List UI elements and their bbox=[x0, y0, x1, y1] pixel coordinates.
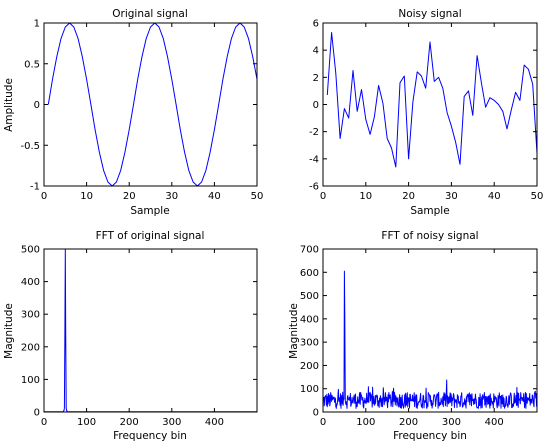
y-tick-label: -1 bbox=[30, 182, 40, 193]
x-tick-label: 200 bbox=[399, 417, 418, 428]
y-tick-label: 100 bbox=[21, 375, 40, 386]
y-tick-label: -2 bbox=[309, 127, 319, 138]
x-tick-label: 400 bbox=[205, 417, 224, 428]
y-tick-label: 500 bbox=[21, 245, 40, 256]
x-tick-label: 300 bbox=[162, 417, 181, 428]
axes-frame bbox=[43, 248, 258, 413]
y-tick-label: 6 bbox=[313, 19, 319, 30]
y-tick-label: 200 bbox=[300, 361, 319, 372]
x-tick-label: 300 bbox=[442, 417, 461, 428]
y-axis-label: Amplitude bbox=[3, 78, 15, 132]
y-tick-label: -6 bbox=[309, 182, 319, 193]
y-tick-label: 200 bbox=[21, 342, 40, 353]
y-tick-label: 0 bbox=[34, 100, 40, 111]
x-tick-label: 100 bbox=[77, 417, 96, 428]
panel-title: Original signal bbox=[112, 8, 187, 20]
y-tick-label: 0.5 bbox=[24, 59, 40, 70]
axes-frame bbox=[43, 22, 258, 187]
y-tick-label: 500 bbox=[300, 291, 319, 302]
y-axis-label: Magnitude bbox=[3, 303, 15, 359]
x-tick-label: 40 bbox=[488, 191, 501, 202]
series-line bbox=[47, 22, 258, 187]
x-axis-label: Sample bbox=[130, 205, 169, 217]
axes-frame bbox=[322, 22, 538, 187]
panel-title: Noisy signal bbox=[398, 8, 461, 20]
x-tick-label: 50 bbox=[251, 191, 264, 202]
y-tick-label: 300 bbox=[21, 310, 40, 321]
x-tick-label: 40 bbox=[208, 191, 221, 202]
x-tick-label: 0 bbox=[320, 417, 326, 428]
x-tick-label: 0 bbox=[41, 417, 47, 428]
y-tick-label: 300 bbox=[300, 338, 319, 349]
panel-title: FFT of original signal bbox=[96, 230, 205, 242]
series-line bbox=[322, 270, 538, 409]
x-tick-label: 20 bbox=[402, 191, 415, 202]
x-tick-label: 10 bbox=[80, 191, 93, 202]
x-axis-label: Sample bbox=[410, 205, 449, 217]
x-tick-label: 0 bbox=[320, 191, 326, 202]
x-axis-label: Frequency bin bbox=[393, 430, 467, 442]
series-line bbox=[326, 32, 538, 168]
axes-frame bbox=[322, 248, 538, 413]
x-tick-label: 200 bbox=[120, 417, 139, 428]
y-axis-label: Magnitude bbox=[288, 303, 300, 359]
y-tick-label: 2 bbox=[313, 73, 319, 84]
x-tick-label: 0 bbox=[41, 191, 47, 202]
y-tick-label: 0 bbox=[313, 100, 319, 111]
y-tick-label: 0 bbox=[313, 408, 319, 419]
panel-noisy-signal: Noisy signal Sample 0 10 20 30 40 50 -6 -4 -2 0 2 4… bbox=[309, 8, 543, 217]
y-tick-label: 400 bbox=[21, 277, 40, 288]
y-tick-label: 600 bbox=[300, 268, 319, 279]
x-tick-label: 50 bbox=[531, 191, 544, 202]
panel-fft-noisy: FFT of noisy signal Frequency bin Magnit… bbox=[288, 230, 538, 442]
x-tick-label: 30 bbox=[165, 191, 178, 202]
y-tick-label: 1 bbox=[34, 19, 40, 30]
panel-original-signal: Original signal Sample Amplitude 0 10 20 30… bbox=[3, 8, 263, 217]
panel-fft-original: FFT of original signal Frequency bin Mag… bbox=[3, 230, 258, 442]
x-tick-label: 400 bbox=[485, 417, 504, 428]
x-tick-label: 10 bbox=[359, 191, 372, 202]
y-tick-label: 700 bbox=[300, 245, 319, 256]
x-tick-label: 30 bbox=[445, 191, 458, 202]
y-tick-label: 4 bbox=[313, 46, 319, 57]
series-line bbox=[43, 248, 257, 413]
y-tick-label: -0.5 bbox=[20, 141, 40, 152]
y-tick-label: 0 bbox=[34, 408, 40, 419]
x-tick-label: 20 bbox=[123, 191, 136, 202]
y-tick-label: 400 bbox=[300, 314, 319, 325]
x-axis-label: Frequency bin bbox=[113, 430, 187, 442]
x-tick-label: 100 bbox=[356, 417, 375, 428]
panel-title: FFT of noisy signal bbox=[381, 230, 478, 242]
y-tick-label: -4 bbox=[309, 154, 319, 165]
y-tick-label: 100 bbox=[300, 384, 319, 395]
